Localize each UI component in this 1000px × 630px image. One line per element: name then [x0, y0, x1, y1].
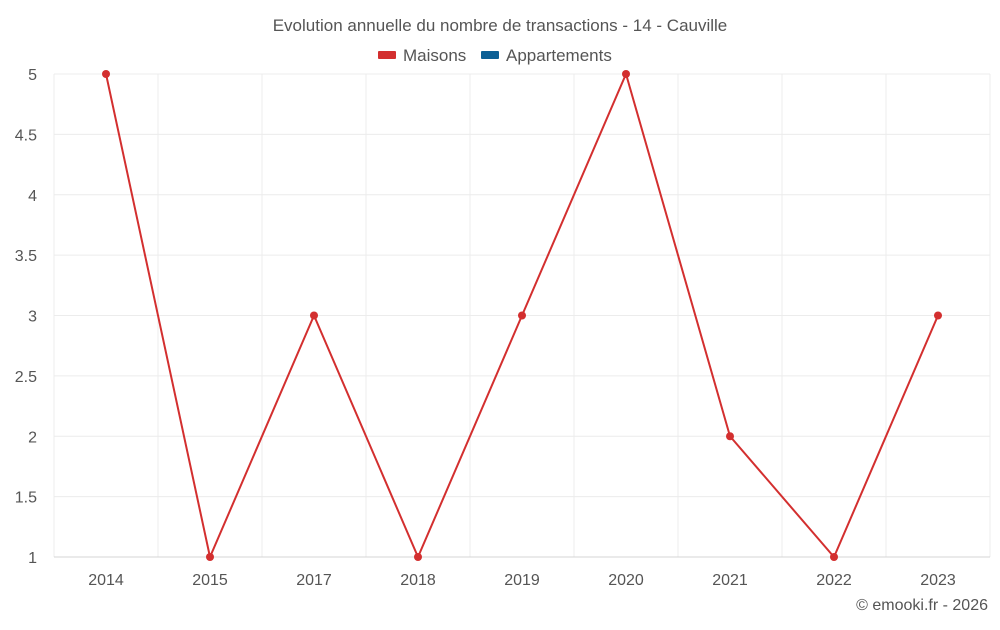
data-point-2019[interactable] [518, 311, 526, 320]
x-tick-label: 2017 [296, 572, 332, 589]
data-point-2018[interactable] [414, 553, 422, 561]
data-point-2021[interactable] [726, 432, 734, 441]
credit-text: © emooki.fr - 2026 [856, 597, 988, 614]
y-tick-label: 3 [28, 309, 37, 326]
chart-title: Evolution annuelle du nombre de transact… [273, 16, 728, 35]
legend-item-appartements[interactable]: Appartements [481, 46, 612, 65]
y-tick-label: 3.5 [15, 248, 37, 265]
x-tick-label: 2019 [504, 572, 540, 589]
y-tick-label: 5 [28, 67, 37, 84]
series-maisons [102, 70, 942, 561]
data-point-2015[interactable] [206, 553, 214, 561]
x-tick-label: 2014 [88, 572, 124, 589]
x-tick-label: 2018 [400, 572, 436, 589]
y-tick-label: 1.5 [15, 490, 37, 507]
legend-label-appartements: Appartements [506, 46, 612, 65]
data-point-2020[interactable] [622, 70, 630, 78]
legend-item-maisons[interactable]: Maisons [378, 46, 466, 65]
y-tick-label: 4.5 [15, 127, 37, 144]
y-axis: 1 1.5 2 2.5 3 3.5 4 4.5 5 [15, 67, 37, 567]
x-tick-label: 2015 [192, 572, 228, 589]
data-point-2014[interactable] [102, 70, 110, 78]
grid [53, 73, 991, 557]
legend: Maisons Appartements [378, 46, 612, 65]
x-tick-label: 2023 [920, 572, 956, 589]
legend-swatch-maisons [378, 51, 396, 59]
legend-swatch-appartements [481, 51, 499, 59]
y-tick-label: 1 [28, 550, 37, 567]
x-tick-label: 2021 [712, 572, 748, 589]
x-tick-label: 2022 [816, 572, 852, 589]
x-axis: 2014 2015 2017 2018 2019 2020 2021 2022 2023 [54, 556, 990, 589]
legend-label-maisons: Maisons [403, 46, 466, 65]
x-tick-label: 2020 [608, 572, 644, 589]
y-tick-label: 4 [28, 188, 37, 205]
data-point-2022[interactable] [830, 553, 838, 561]
y-tick-label: 2 [28, 429, 37, 446]
data-point-2023[interactable] [934, 311, 942, 320]
y-tick-label: 2.5 [15, 369, 37, 386]
data-point-2017[interactable] [310, 311, 318, 320]
